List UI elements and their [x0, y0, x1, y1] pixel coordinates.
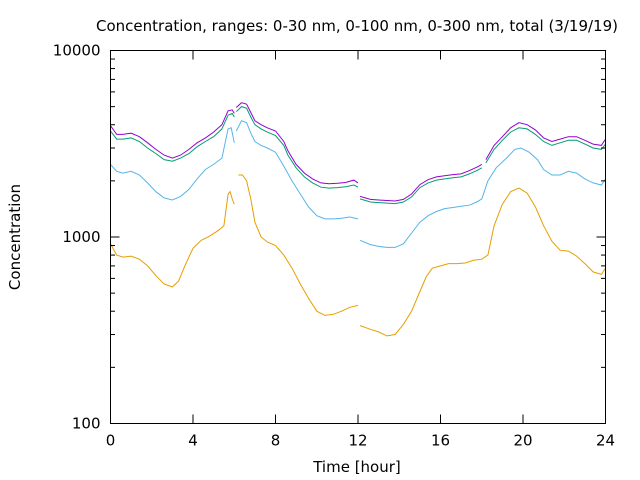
y-tick-label: 1000	[62, 228, 100, 246]
x-tick-label: 16	[431, 432, 450, 450]
y-axis-label: Concentration	[6, 184, 24, 290]
x-tick-label: 12	[348, 432, 367, 450]
series-line-3	[110, 106, 606, 205]
series-line-1	[110, 174, 606, 337]
plot-frame	[110, 50, 606, 424]
axis-ticks	[110, 50, 606, 424]
series-group	[110, 102, 606, 337]
series-line-4	[110, 102, 606, 202]
x-tick-label: 20	[513, 432, 532, 450]
chart-title: Concentration, ranges: 0-30 nm, 0-100 nm…	[96, 17, 618, 35]
x-tick-label: 8	[271, 432, 281, 450]
series-line-2	[110, 120, 606, 248]
x-tick-label: 0	[106, 432, 116, 450]
x-axis-label: Time [hour]	[312, 458, 401, 476]
axis-tick-labels: 0 4 8 12 16 20 24 100 1000 10000	[53, 42, 615, 450]
x-tick-label: 24	[596, 432, 615, 450]
y-tick-label: 100	[72, 415, 101, 433]
x-tick-label: 4	[188, 432, 198, 450]
y-tick-label: 10000	[53, 42, 101, 60]
